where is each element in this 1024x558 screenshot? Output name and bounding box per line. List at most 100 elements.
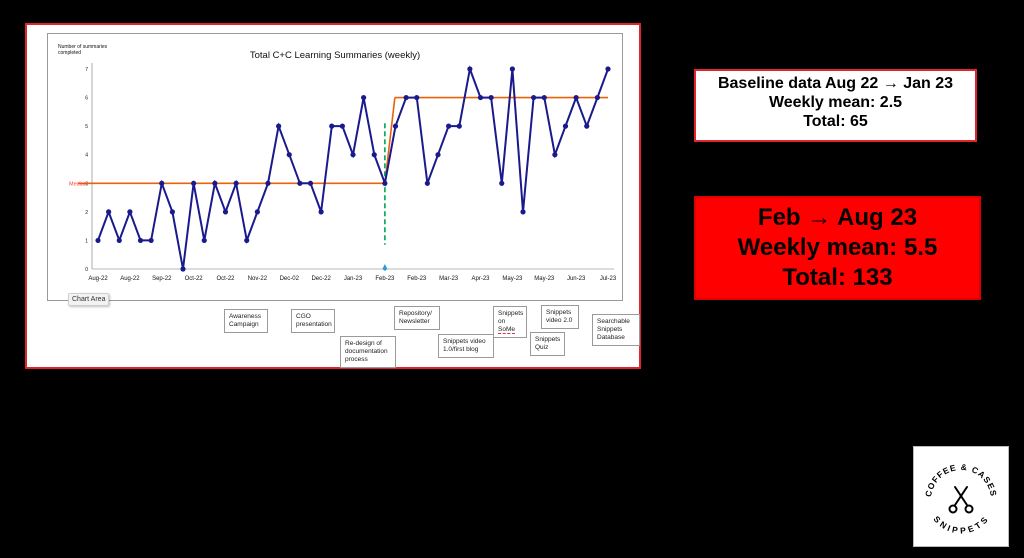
x-tick-label: May-23 <box>502 276 523 282</box>
data-point <box>254 209 260 215</box>
data-point <box>541 94 547 101</box>
result-total: Total: 133 <box>782 264 893 291</box>
annotation-some-prefix: Snippets on <box>498 310 524 325</box>
data-point <box>339 123 345 129</box>
y-tick-label: 0 <box>85 267 88 273</box>
data-point <box>180 266 186 272</box>
data-point <box>276 123 282 129</box>
baseline-weekly-mean: Weekly mean: 2.5 <box>768 94 903 111</box>
data-point <box>488 94 494 101</box>
data-point <box>244 237 250 244</box>
y-tick-label: 2 <box>85 210 88 216</box>
x-tick-label: Nov-22 <box>248 276 268 282</box>
data-point <box>424 180 430 186</box>
annotation-snippets-quiz: Snippets Quiz <box>530 332 565 356</box>
data-point <box>106 209 112 215</box>
x-tick-label: Oct-22 <box>185 276 204 282</box>
chart-area[interactable]: Total C+C Learning Summaries (weekly) Num… <box>47 33 623 301</box>
x-tick-label: Aug-22 <box>88 276 108 282</box>
data-point <box>371 152 377 158</box>
x-tick-label: Feb-23 <box>407 276 427 282</box>
data-point <box>201 237 207 244</box>
data-point <box>594 94 600 101</box>
data-point <box>212 180 218 186</box>
x-tick-label: Dec-22 <box>311 276 331 282</box>
data-point <box>382 180 388 186</box>
data-point <box>414 94 420 101</box>
median-label: Median <box>69 181 87 187</box>
result-weekly-mean: Weekly mean: 5.5 <box>737 234 938 261</box>
data-point <box>148 237 154 244</box>
data-point <box>222 209 229 215</box>
data-point <box>520 209 526 215</box>
scissors-icon <box>948 486 974 514</box>
data-point <box>297 180 303 186</box>
data-point <box>318 209 324 215</box>
chart-panel: Total C+C Learning Summaries (weekly) Num… <box>25 23 641 369</box>
data-point <box>562 123 569 129</box>
data-point <box>392 123 399 129</box>
annotation-searchable-database: Searchable Snippets Database <box>592 314 640 346</box>
data-point <box>95 237 101 244</box>
data-point <box>605 66 611 72</box>
logo-bottom-text: SNIPPETS <box>932 514 991 536</box>
y-tick-label: 4 <box>85 153 88 159</box>
x-tick-label: Jun-23 <box>567 276 586 282</box>
annotation-redesign-documentation: Re-design of documentation process <box>340 336 396 368</box>
data-point <box>233 180 239 186</box>
x-tick-label: Jan-23 <box>344 276 363 282</box>
data-point <box>552 152 558 158</box>
annotation-snippets-video-2: Snippets video 2.0 <box>541 305 579 329</box>
data-point <box>584 123 590 129</box>
x-tick-label: May-23 <box>534 276 555 282</box>
result-summary-box: Feb → Aug 23 Weekly mean: 5.5 Total: 133 <box>694 196 981 300</box>
data-point <box>477 94 484 101</box>
data-point <box>307 180 314 186</box>
data-point <box>116 237 122 244</box>
annotation-awareness-campaign: Awareness Campaign <box>224 309 268 333</box>
annotation-snippets-video-1: Snippets video 1.0/first blog <box>438 334 494 358</box>
baseline-period: Baseline data Aug 22 → Jan 23 <box>717 75 954 92</box>
y-tick-label: 5 <box>85 124 88 130</box>
data-point <box>265 180 271 186</box>
x-tick-label: Aug-22 <box>120 276 140 282</box>
data-point <box>573 94 579 101</box>
data-point <box>456 123 462 129</box>
logo-mark: COFFEE & CASES SNIPPETS <box>923 462 999 536</box>
data-point <box>350 152 356 158</box>
data-point <box>286 152 292 158</box>
x-tick-label: Feb-23 <box>375 276 395 282</box>
data-point <box>137 237 144 244</box>
y-tick-label: 6 <box>85 96 88 102</box>
x-tick-label: Dec-02 <box>280 276 300 282</box>
y-axis-label-line-1: Number of summaries <box>58 44 108 50</box>
data-point <box>531 94 537 101</box>
x-tick-label: Apr-23 <box>471 276 490 282</box>
baseline-summary-box: Baseline data Aug 22 → Jan 23 Weekly mea… <box>694 69 977 142</box>
x-tick-label: Oct-22 <box>216 276 235 282</box>
data-point <box>403 94 409 101</box>
chart-area-tooltip: Chart Area <box>68 293 110 306</box>
data-point <box>446 123 452 129</box>
annotation-repository-newsletter: Repository/ Newsletter <box>394 306 440 330</box>
y-axis-label-line-2: completed <box>58 50 81 56</box>
data-point <box>509 66 515 72</box>
annotation-snippets-on-some: Snippets on SoMe <box>493 306 527 338</box>
x-tick-label: Jul-23 <box>600 276 617 282</box>
x-tick-label: Sep-22 <box>152 276 172 282</box>
data-point <box>159 180 165 186</box>
logo-top-text: COFFEE & CASES <box>923 462 999 498</box>
data-point <box>499 180 505 186</box>
annotation-some-word: SoMe <box>498 326 515 334</box>
annotation-cgo-presentation: CGO presentation <box>291 309 335 333</box>
data-point <box>127 209 133 215</box>
baseline-total: Total: 65 <box>803 113 868 130</box>
run-chart: Total C+C Learning Summaries (weekly) Num… <box>58 44 617 282</box>
result-period: Feb → Aug 23 <box>757 204 918 231</box>
chart-title: Total C+C Learning Summaries (weekly) <box>250 50 420 61</box>
data-point <box>191 180 197 186</box>
data-point <box>361 94 367 101</box>
change-point-marker <box>382 264 388 271</box>
coffee-cases-snippets-logo: COFFEE & CASES SNIPPETS <box>913 446 1009 547</box>
y-tick-label: 3 <box>85 181 88 187</box>
